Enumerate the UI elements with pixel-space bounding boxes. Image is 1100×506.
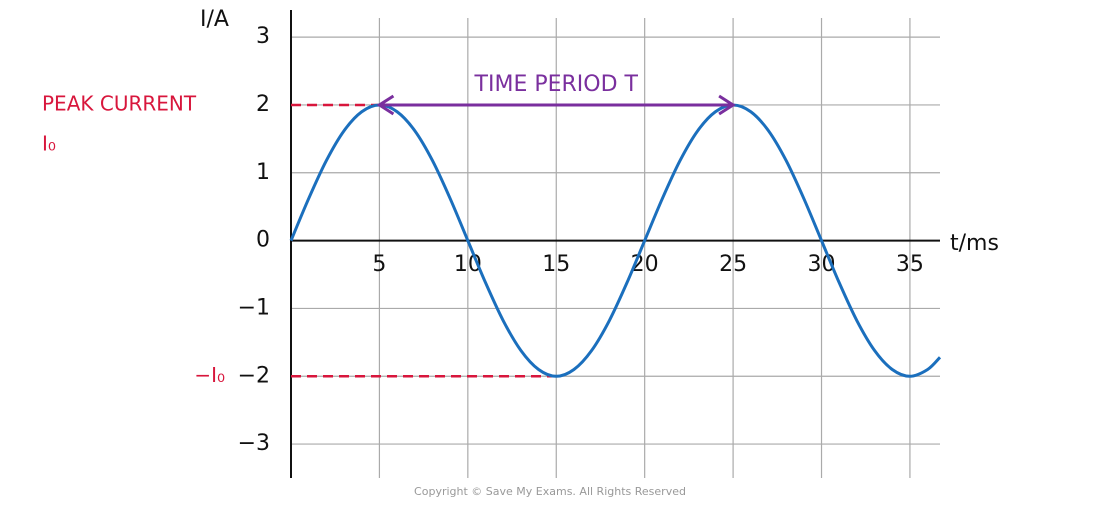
x-tick-label: 15: [542, 252, 570, 277]
period-label: TIME PERIOD T: [474, 72, 639, 97]
y-tick-label: 0: [256, 228, 270, 253]
reference-label: PEAK CURRENT: [42, 91, 197, 115]
y-axis-label: I/A: [200, 7, 229, 32]
x-tick-label: 35: [896, 252, 924, 277]
reference-symbol: −I₀: [194, 363, 225, 387]
y-tick-label: −1: [238, 295, 270, 320]
arrow-head: [376, 94, 395, 116]
reference-symbol: I₀: [42, 131, 56, 155]
x-axis-label: t/ms: [950, 231, 999, 256]
arrow-head: [718, 94, 736, 116]
y-tick-label: 1: [256, 160, 270, 185]
current-curve: [289, 103, 942, 378]
copyright: Copyright © Save My Exams. All Rights Re…: [414, 485, 686, 498]
y-tick-label: 2: [256, 92, 270, 117]
x-tick-label: 5: [372, 252, 386, 277]
x-tick-label: 25: [719, 252, 747, 277]
y-tick-label: 3: [256, 24, 270, 49]
y-tick-label: −3: [238, 431, 270, 456]
y-tick-label: −2: [238, 363, 270, 388]
